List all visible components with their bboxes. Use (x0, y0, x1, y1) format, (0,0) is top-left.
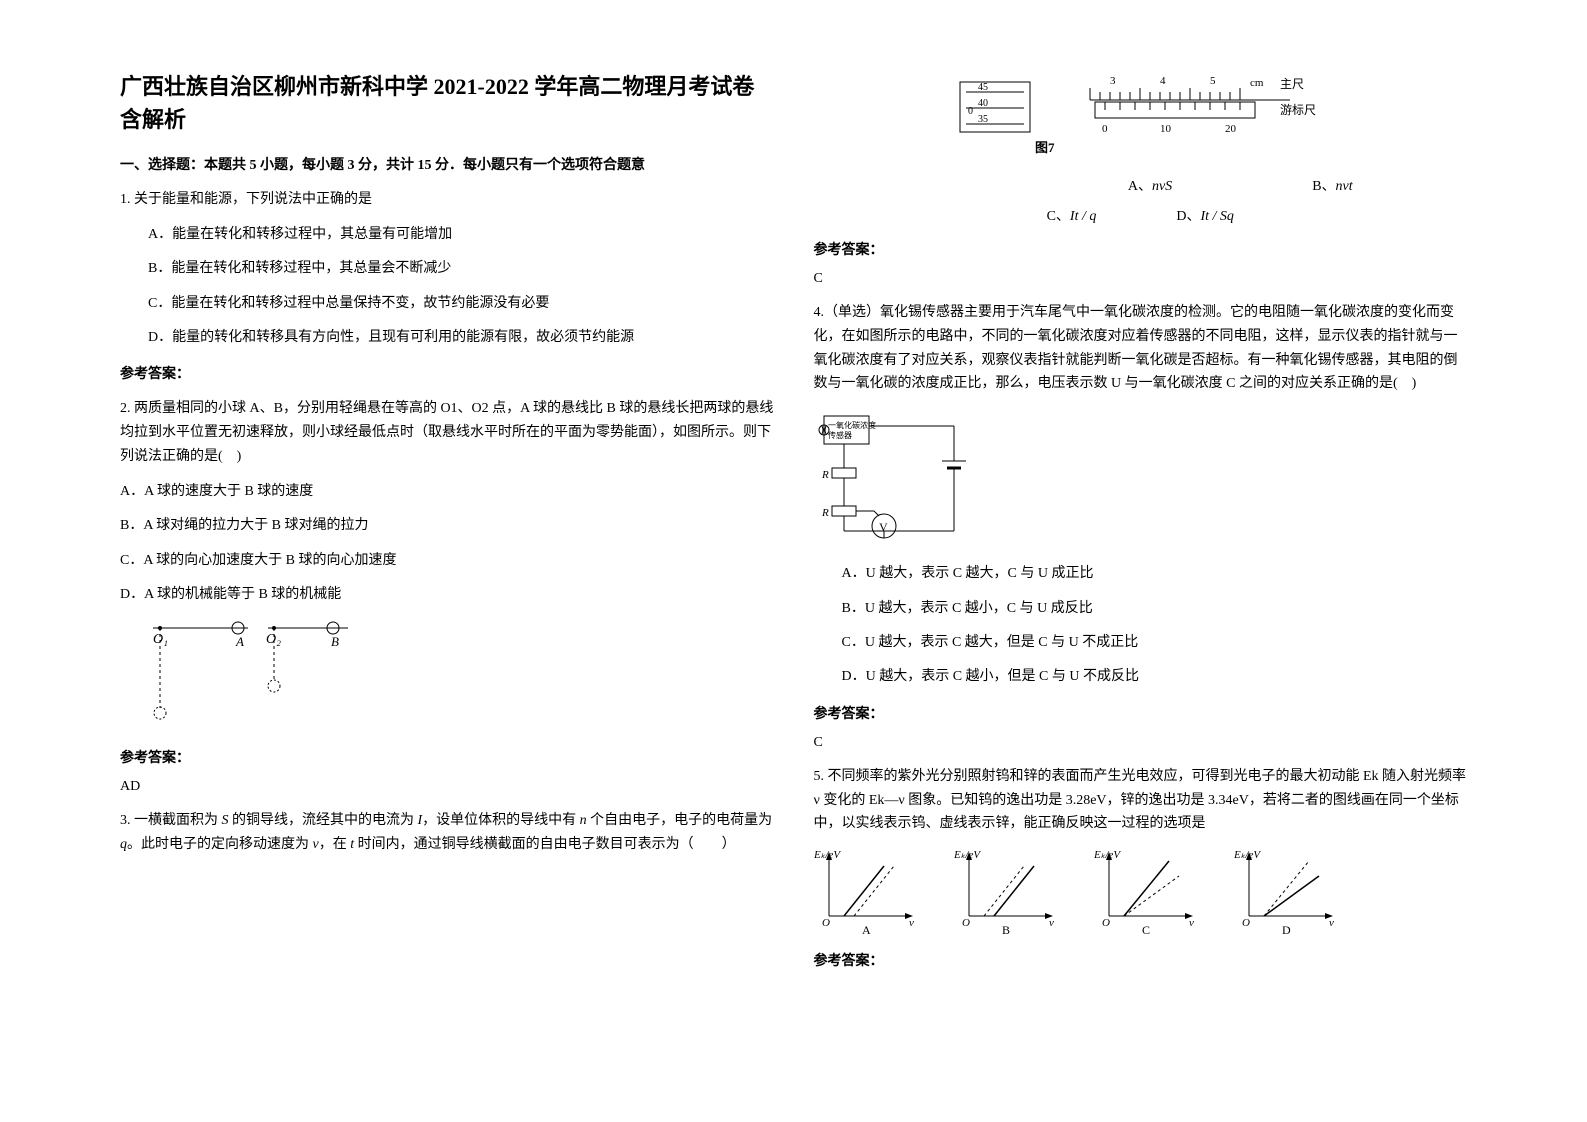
q3-S: S (222, 813, 229, 828)
svg-text:4: 4 (1160, 75, 1166, 87)
q4-answer: C (814, 735, 1468, 751)
q5-graph-a: Eₖ/eV O ν A (814, 846, 924, 936)
q3-text-1: 3. 一横截面积为 (120, 813, 222, 828)
q3-text-7: 时间内，通过铜导线横截面的自由电子数目可表示为（ ） (354, 837, 736, 852)
right-column: 45 40 35 0 3 4 5 cm 0 10 20 (794, 70, 1488, 1082)
q4-answer-label: 参考答案： (814, 703, 1468, 723)
svg-text:45: 45 (978, 82, 988, 93)
svg-text:ν: ν (1189, 917, 1194, 929)
q5-graphs: Eₖ/eV O ν A Eₖ/eV O ν B Eₖ/eV O ν (814, 846, 1468, 936)
q1-answer-label: 参考答案： (120, 363, 774, 383)
svg-text:Eₖ/eV: Eₖ/eV (954, 849, 981, 861)
q3-answer: C (814, 271, 1468, 287)
figure-7-label: 图7 (1035, 140, 1055, 155)
q1-option-d: D．能量的转化和转移具有方向性，且现有可利用的能源有限，故必须节约能源 (148, 327, 774, 349)
ruler-main-label: 主尺 (1280, 77, 1304, 91)
exam-title: 广西壮族自治区柳州市新科中学 2021-2022 学年高二物理月考试卷含解析 (120, 70, 774, 136)
ruler-vernier-label: 游标尺 (1280, 103, 1316, 117)
svg-text:10: 10 (1160, 123, 1172, 135)
q3-stem: 3. 一横截面积为 S 的铜导线，流经其中的电流为 I，设单位体积的导线中有 n… (120, 809, 774, 857)
ruler-figure: 45 40 35 0 3 4 5 cm 0 10 20 (814, 70, 1468, 165)
q5-graph-c: Eₖ/eV O ν C (1094, 846, 1204, 936)
sensor-circuit-figure: 一氧化碳浓度 传感器 R R V (814, 406, 1468, 551)
q4-option-a: A．U 越大，表示 C 越大，C 与 U 成正比 (842, 563, 1468, 585)
svg-text:一氧化碳浓度: 一氧化碳浓度 (828, 420, 876, 430)
q2-option-b: B．A 球对绳的拉力大于 B 球对绳的拉力 (120, 515, 774, 537)
q2-option-d: D．A 球的机械能等于 B 球的机械能 (120, 584, 774, 606)
q3-text-4: 个自由电子，电子的电荷量为 (587, 813, 773, 828)
svg-text:cm: cm (1250, 77, 1264, 89)
q4-option-c: C．U 越大，表示 C 越大，但是 C 与 U 不成正比 (842, 632, 1468, 654)
q3-optC-val: It / q (1070, 209, 1096, 224)
svg-text:35: 35 (978, 114, 988, 125)
svg-text:R: R (821, 507, 829, 519)
svg-text:Eₖ/eV: Eₖ/eV (1094, 849, 1121, 861)
q2-answer: AD (120, 779, 774, 795)
q1-option-c: C．能量在转化和转移过程中总量保持不变，故节约能源没有必要 (148, 293, 774, 315)
svg-text:ν: ν (1049, 917, 1054, 929)
svg-text:D: D (1282, 923, 1291, 936)
q5-graph-d: Eₖ/eV O ν D (1234, 846, 1344, 936)
pendulum-figure: O₁ A O₂ B (148, 618, 774, 733)
svg-text:Eₖ/eV: Eₖ/eV (1234, 849, 1261, 861)
svg-text:3: 3 (1110, 75, 1116, 87)
q3-answer-label: 参考答案： (814, 239, 1468, 259)
q3-optC-label: C、 (1047, 209, 1070, 224)
q2-stem: 2. 两质量相同的小球 A、B，分别用轻绳悬在等高的 O1、O2 点，A 球的悬… (120, 397, 774, 468)
svg-text:0: 0 (1102, 123, 1108, 135)
q3-optA-label: A、 (1128, 179, 1152, 194)
svg-text:B: B (1002, 923, 1010, 936)
svg-text:O: O (1102, 917, 1110, 929)
q1-option-a: A．能量在转化和转移过程中，其总量有可能增加 (148, 224, 774, 246)
q2-answer-label: 参考答案： (120, 747, 774, 767)
q3-q: q (120, 837, 127, 852)
svg-text:O: O (962, 917, 970, 929)
svg-text:0: 0 (968, 106, 973, 117)
q1-stem: 1. 关于能量和能源，下列说法中正确的是 (120, 188, 774, 212)
svg-text:Eₖ/eV: Eₖ/eV (814, 849, 841, 861)
q3-n: n (580, 813, 587, 828)
q5-stem: 5. 不同频率的紫外光分别照射钨和锌的表面而产生光电效应，可得到光电子的最大初动… (814, 765, 1468, 836)
q5-answer-label: 参考答案： (814, 950, 1468, 970)
svg-text:40: 40 (978, 98, 988, 109)
svg-text:A: A (235, 634, 244, 649)
svg-text:ν: ν (1329, 917, 1334, 929)
svg-text:O: O (1242, 917, 1250, 929)
q4-stem: 4.（单选）氧化锡传感器主要用于汽车尾气中一氧化碳浓度的检测。它的电阻随一氧化碳… (814, 301, 1468, 396)
q3-options-row2: C、It / q D、It / Sq (814, 205, 1468, 225)
q3-text-2: 的铜导线，流经其中的电流为 (229, 813, 418, 828)
svg-text:B: B (331, 634, 339, 649)
q3-text-3: ，设单位体积的导线中有 (422, 813, 580, 828)
q3-text-6: ，在 (319, 837, 351, 852)
svg-text:A: A (862, 923, 871, 936)
section-1-header: 一、选择题：本题共 5 小题，每小题 3 分，共计 15 分．每小题只有一个选项… (120, 154, 774, 174)
q4-option-d: D．U 越大，表示 C 越小，但是 C 与 U 不成反比 (842, 666, 1468, 688)
svg-text:20: 20 (1225, 123, 1237, 135)
q3-options-row1: A、nvS B、nvt (814, 175, 1468, 195)
q3-optD-label: D、 (1176, 209, 1200, 224)
q3-optB-label: B、 (1312, 179, 1335, 194)
svg-text:ν: ν (909, 917, 914, 929)
svg-text:5: 5 (1210, 75, 1216, 87)
q4-option-b: B．U 越大，表示 C 越小，C 与 U 成反比 (842, 598, 1468, 620)
svg-text:O: O (822, 917, 830, 929)
q2-option-a: A．A 球的速度大于 B 球的速度 (120, 481, 774, 503)
q5-graph-b: Eₖ/eV O ν B (954, 846, 1064, 936)
q1-option-b: B．能量在转化和转移过程中，其总量会不断减少 (148, 258, 774, 280)
q2-option-c: C．A 球的向心加速度大于 B 球的向心加速度 (120, 550, 774, 572)
svg-text:C: C (1142, 923, 1150, 936)
q3-text-5: 。此时电子的定向移动速度为 (127, 837, 313, 852)
left-column: 广西壮族自治区柳州市新科中学 2021-2022 学年高二物理月考试卷含解析 一… (100, 70, 794, 1082)
svg-text:传感器: 传感器 (828, 430, 852, 440)
svg-text:R: R (821, 469, 829, 481)
q3-optD-val: It / Sq (1200, 209, 1233, 224)
q3-optA-val: nvS (1152, 179, 1172, 194)
q3-optB-val: nvt (1336, 179, 1353, 194)
